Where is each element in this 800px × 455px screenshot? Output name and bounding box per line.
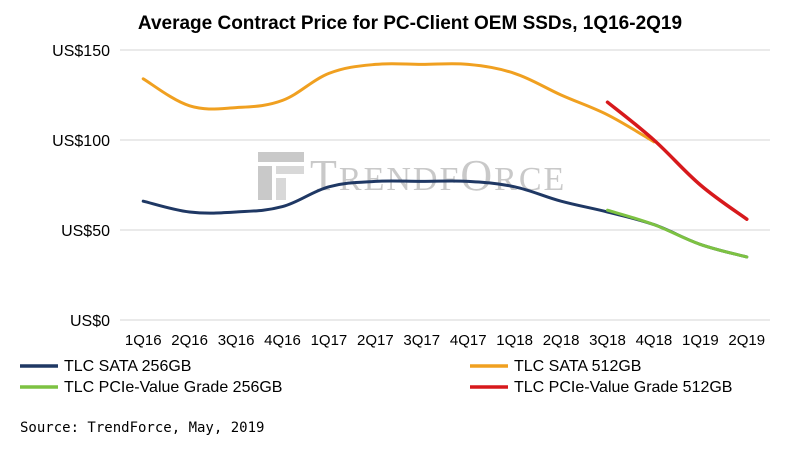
x-tick-label: 4Q18 [636, 332, 673, 349]
x-tick-label: 3Q16 [218, 332, 255, 349]
legend-label: TLC SATA 256GB [64, 358, 191, 375]
series-line-3 [606, 208, 749, 259]
grid-layer [120, 49, 770, 321]
y-tick-label: US$100 [52, 133, 110, 150]
series-line-4 [605, 100, 749, 221]
series-layer [141, 62, 749, 259]
series-line-2 [141, 62, 656, 144]
x-tick-label: 2Q19 [728, 332, 765, 349]
x-tick-label: 2Q18 [543, 332, 580, 349]
x-tick-label: 1Q18 [496, 332, 533, 349]
x-tick-label: 1Q19 [682, 332, 719, 349]
x-tick-label: 3Q18 [589, 332, 626, 349]
x-tick-label: 2Q17 [357, 332, 394, 349]
y-axis: US$0 US$50 US$100 US$150 [52, 43, 110, 330]
legend-label: TLC PCIe-Value Grade 512GB [514, 379, 732, 396]
y-tick-label: US$150 [52, 43, 110, 60]
source-note: Source: TrendForce, May, 2019 [20, 420, 264, 436]
x-tick-label: 1Q17 [311, 332, 348, 349]
x-tick-label: 4Q16 [264, 332, 301, 349]
x-tick-label: 2Q16 [171, 332, 208, 349]
y-tick-label: US$50 [61, 223, 110, 240]
watermark-logo-icon [258, 152, 304, 200]
legend-label: TLC PCIe-Value Grade 256GB [64, 379, 282, 396]
y-tick-label: US$0 [70, 313, 110, 330]
watermark: TRENDFORCE [258, 151, 566, 200]
x-axis: 1Q16 2Q16 3Q16 4Q16 1Q17 2Q17 3Q17 4Q17 1Q18 2Q18… [125, 332, 765, 349]
watermark-text: TRENDFORCE [310, 151, 566, 200]
x-tick-label: 1Q16 [125, 332, 162, 349]
x-tick-label: 3Q17 [403, 332, 440, 349]
x-tick-label: 4Q17 [450, 332, 487, 349]
chart-title: Average Contract Price for PC-Client OEM… [138, 13, 682, 34]
legend: TLC SATA 256GB TLC SATA 512GB TLC PCIe-Val… [20, 358, 732, 396]
legend-label: TLC SATA 512GB [514, 358, 641, 375]
